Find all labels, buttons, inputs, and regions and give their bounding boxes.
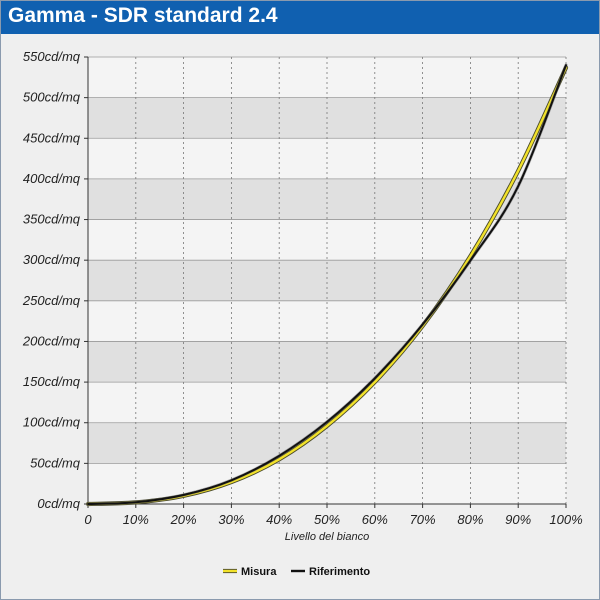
legend-item: Riferimento [291, 566, 370, 578]
legend-label: Misura [241, 566, 277, 578]
series-riferimento [86, 63, 568, 506]
y-tick-label: 150cd/mq [23, 374, 81, 389]
y-tick-label: 0cd/mq [37, 496, 80, 511]
legend-label: Riferimento [309, 566, 370, 578]
x-tick-label: 30% [218, 512, 244, 527]
y-tick-label: 400cd/mq [23, 171, 81, 186]
y-tick-label: 50cd/mq [30, 455, 81, 470]
plot-band [88, 260, 566, 301]
x-tick-label: 10% [123, 512, 149, 527]
x-tick-label: 90% [505, 512, 531, 527]
x-tick-label: 40% [266, 512, 292, 527]
x-axis-label: Livello del bianco [285, 531, 369, 543]
y-tick-label: 500cd/mq [23, 90, 81, 105]
chart-title: Gamma - SDR standard 2.4 [8, 4, 278, 27]
legend-item: Misura [223, 566, 277, 578]
title-bar: Gamma - SDR standard 2.4 [1, 1, 599, 34]
x-tick-label: 0 [84, 512, 92, 527]
y-tick-label: 300cd/mq [23, 252, 81, 267]
y-tick-label: 250cd/mq [22, 293, 81, 308]
y-tick-label: 550cd/mq [23, 49, 81, 64]
x-tick-label: 70% [410, 512, 436, 527]
y-tick-label: 350cd/mq [23, 212, 81, 227]
y-tick-label: 100cd/mq [23, 415, 81, 430]
x-tick-label: 50% [314, 512, 340, 527]
y-tick-label: 200cd/mq [22, 333, 81, 348]
x-tick-label: 80% [457, 512, 483, 527]
series-line [87, 64, 567, 505]
x-tick-label: 20% [170, 512, 197, 527]
x-tick-label: 100% [549, 512, 582, 527]
y-tick-label: 450cd/mq [23, 130, 81, 145]
x-tick-label: 60% [362, 512, 388, 527]
